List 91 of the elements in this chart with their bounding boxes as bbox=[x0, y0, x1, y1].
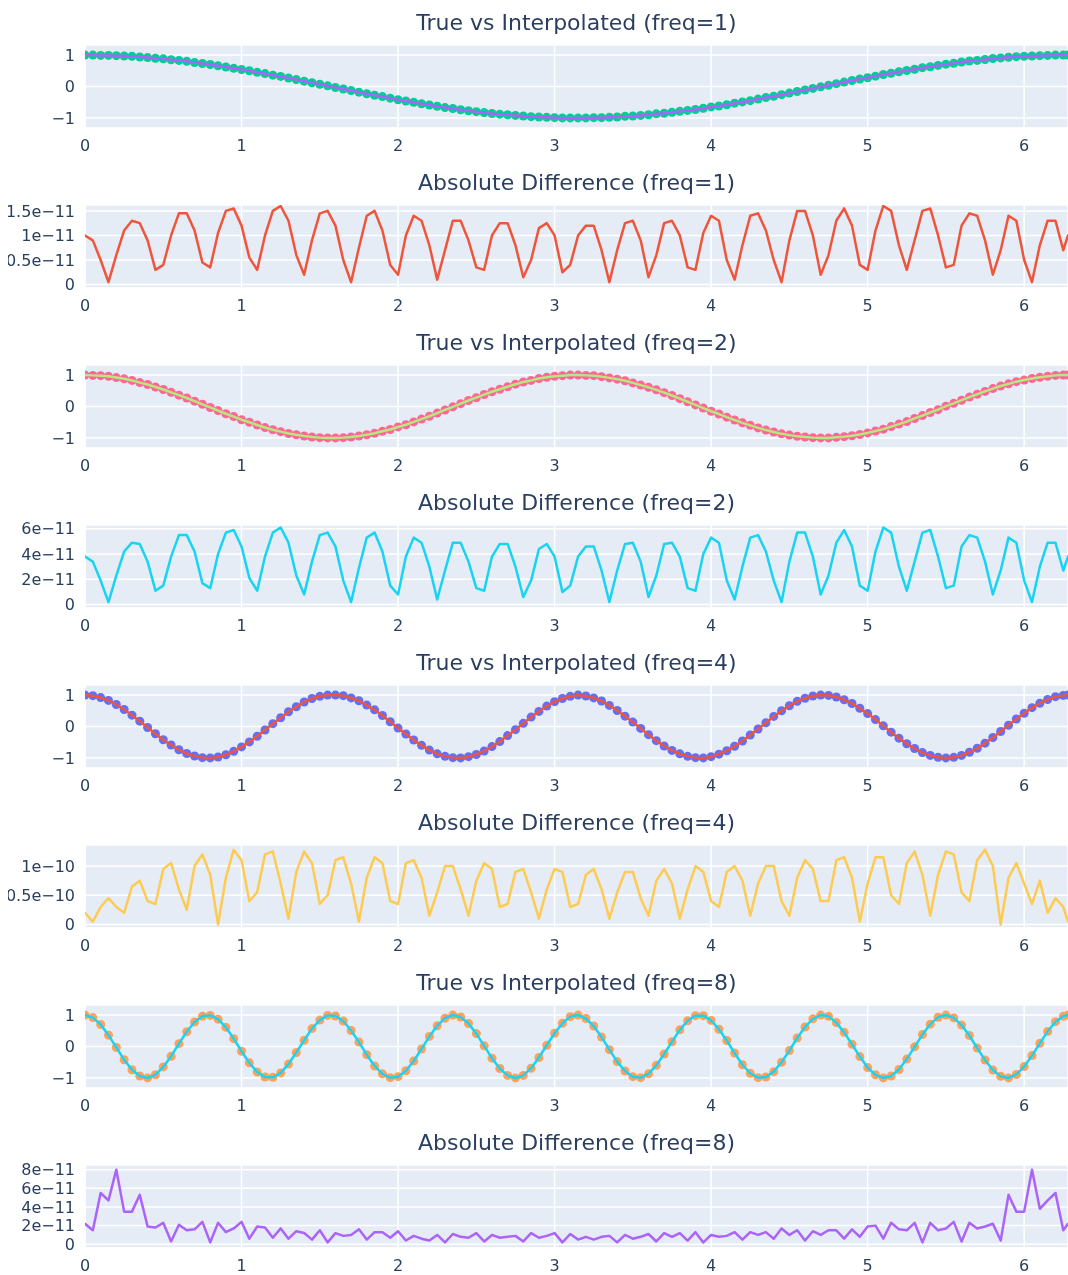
x-tick-label: 4 bbox=[706, 1256, 717, 1275]
x-tick-label: 0 bbox=[79, 456, 91, 476]
x-tick-label: 1 bbox=[236, 1096, 247, 1116]
x-tick-label: 0 bbox=[79, 776, 91, 796]
x-tick-label: 3 bbox=[549, 616, 560, 636]
y-tick-label: 1 bbox=[64, 1005, 75, 1025]
y-tick-label: 6e−11 bbox=[21, 1178, 75, 1198]
y-tick-label: 0 bbox=[64, 595, 75, 615]
x-tick-label: 2 bbox=[392, 1096, 404, 1116]
x-tick-label: 6 bbox=[1019, 616, 1030, 636]
x-tick-label: 6 bbox=[1019, 136, 1030, 156]
x-tick-label: 1 bbox=[236, 776, 247, 796]
y-tick-label: 0 bbox=[64, 915, 75, 935]
x-tick-label: 3 bbox=[549, 296, 560, 316]
x-tick-label: 0 bbox=[79, 296, 91, 316]
x-tick-label: 1 bbox=[236, 296, 247, 316]
x-tick-label: 2 bbox=[392, 616, 404, 636]
chart-title: True vs Interpolated (freq=2) bbox=[415, 329, 738, 357]
x-tick-label: 1 bbox=[236, 616, 247, 636]
x-tick-label: 6 bbox=[1019, 776, 1030, 796]
x-tick-label: 2 bbox=[392, 776, 404, 796]
x-tick-label: 0 bbox=[79, 1256, 91, 1275]
y-tick-label: 1 bbox=[64, 45, 75, 65]
x-tick-label: 6 bbox=[1019, 936, 1030, 956]
x-tick-label: 6 bbox=[1019, 1096, 1030, 1116]
x-tick-label: 5 bbox=[862, 136, 873, 156]
x-tick-label: 4 bbox=[706, 1096, 717, 1116]
y-tick-label: 2e−11 bbox=[21, 1216, 75, 1236]
x-tick-label: 4 bbox=[706, 936, 717, 956]
x-tick-label: 0 bbox=[79, 136, 91, 156]
x-tick-label: 1 bbox=[236, 456, 247, 476]
x-tick-label: 6 bbox=[1019, 1256, 1030, 1275]
y-tick-label: −1 bbox=[51, 748, 75, 768]
x-tick-label: 4 bbox=[706, 776, 717, 796]
x-tick-label: 5 bbox=[862, 616, 873, 636]
y-tick-label: 1 bbox=[64, 685, 75, 705]
y-tick-label: 8e−11 bbox=[21, 1160, 75, 1180]
y-tick-label: 6e−11 bbox=[21, 519, 75, 539]
x-tick-label: 1 bbox=[236, 936, 247, 956]
x-tick-label: 3 bbox=[549, 1256, 560, 1275]
x-tick-label: 2 bbox=[392, 296, 404, 316]
chart-title: True vs Interpolated (freq=4) bbox=[415, 649, 738, 677]
x-tick-label: 3 bbox=[549, 136, 560, 156]
x-tick-label: 4 bbox=[706, 136, 717, 156]
x-tick-label: 4 bbox=[706, 296, 717, 316]
y-tick-label: 1 bbox=[64, 365, 75, 385]
y-tick-label: 0 bbox=[64, 1037, 75, 1057]
chart-title: True vs Interpolated (freq=1) bbox=[415, 9, 738, 37]
x-tick-label: 3 bbox=[549, 936, 560, 956]
x-tick-label: 2 bbox=[392, 936, 404, 956]
x-tick-label: 2 bbox=[392, 456, 404, 476]
x-tick-label: 5 bbox=[862, 456, 873, 476]
x-tick-label: 0 bbox=[79, 936, 91, 956]
y-tick-label: 0 bbox=[64, 77, 75, 97]
y-tick-label: 1.5e−11 bbox=[5, 201, 75, 221]
y-tick-label: −1 bbox=[51, 1068, 75, 1088]
x-tick-label: 3 bbox=[549, 776, 560, 796]
y-tick-label: 0 bbox=[64, 275, 75, 295]
y-tick-label: 0 bbox=[64, 397, 75, 417]
x-tick-label: 2 bbox=[392, 136, 404, 156]
x-tick-label: 5 bbox=[862, 776, 873, 796]
x-tick-label: 6 bbox=[1019, 456, 1030, 476]
x-tick-label: 0 bbox=[79, 1096, 91, 1116]
y-tick-label: 4e−11 bbox=[21, 1197, 75, 1217]
chart-title: Absolute Difference (freq=8) bbox=[417, 1129, 736, 1157]
y-tick-label: −1 bbox=[51, 108, 75, 128]
x-tick-label: 5 bbox=[862, 296, 873, 316]
x-tick-label: 6 bbox=[1019, 296, 1030, 316]
x-tick-label: 2 bbox=[392, 1256, 404, 1275]
chart-title: Absolute Difference (freq=1) bbox=[417, 169, 736, 197]
x-tick-label: 4 bbox=[706, 616, 717, 636]
y-tick-label: 4e−11 bbox=[21, 544, 75, 564]
chart-title: True vs Interpolated (freq=8) bbox=[415, 969, 738, 997]
x-tick-label: 4 bbox=[706, 456, 717, 476]
y-tick-label: 1e−10 bbox=[21, 856, 75, 876]
chart-title: Absolute Difference (freq=2) bbox=[417, 489, 736, 517]
x-tick-label: 5 bbox=[862, 1256, 873, 1275]
x-tick-label: 3 bbox=[549, 456, 560, 476]
y-tick-label: 0 bbox=[64, 1234, 75, 1254]
x-tick-label: 5 bbox=[862, 1096, 873, 1116]
x-tick-label: 3 bbox=[549, 1096, 560, 1116]
line-series bbox=[85, 1168, 1068, 1244]
x-tick-label: 0 bbox=[79, 616, 91, 636]
y-tick-label: 1e−11 bbox=[21, 226, 75, 246]
chart-title: Absolute Difference (freq=4) bbox=[417, 809, 736, 837]
y-tick-label: −1 bbox=[51, 428, 75, 448]
x-tick-label: 1 bbox=[236, 1256, 247, 1275]
x-tick-label: 1 bbox=[236, 136, 247, 156]
y-tick-label: 0 bbox=[64, 717, 75, 737]
x-tick-label: 5 bbox=[862, 936, 873, 956]
y-tick-label: 2e−11 bbox=[21, 570, 75, 589]
